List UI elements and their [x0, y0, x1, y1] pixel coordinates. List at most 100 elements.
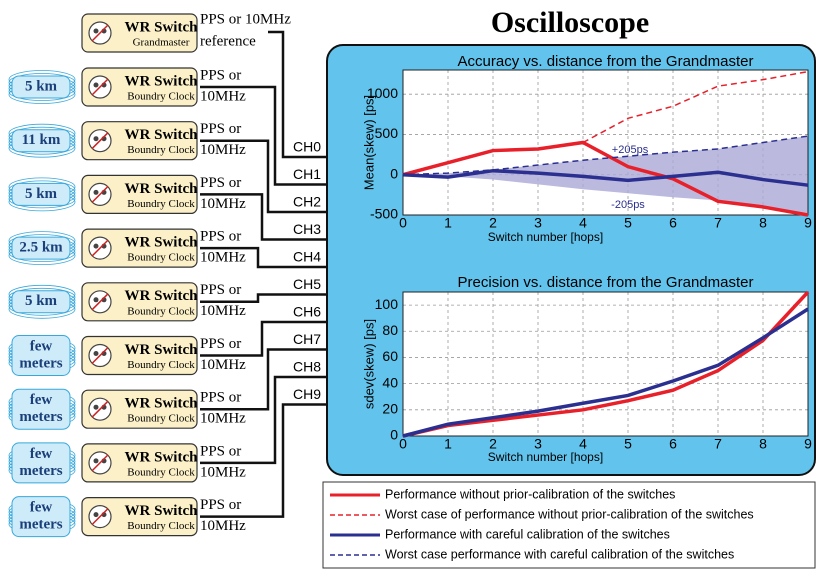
channel-label: CH8: [293, 359, 321, 375]
x-tick-label: 7: [714, 436, 722, 452]
y-tick-label: 40: [382, 374, 398, 390]
output-label: PPS or: [200, 175, 241, 191]
x-tick-label: 5: [624, 215, 632, 231]
x-tick-label: 4: [579, 436, 587, 452]
output-label: PPS or: [200, 497, 241, 513]
output-label: PPS or: [200, 229, 241, 245]
owl-eye: [94, 190, 99, 195]
owl-eye: [94, 83, 99, 88]
output-label: 10MHz: [200, 303, 246, 319]
channel-label: CH2: [293, 194, 321, 210]
switch-name: WR Switch: [125, 19, 199, 35]
switch-name: WR Switch: [125, 235, 199, 251]
x-axis-label: Switch number [hops]: [488, 450, 603, 464]
channel-label: CH7: [293, 331, 321, 347]
legend-label: Worst case of performance without prior-…: [385, 507, 754, 521]
output-label: 10MHz: [200, 142, 246, 158]
plot-area: [403, 292, 808, 436]
switch-role: Boundry Clock: [127, 91, 195, 103]
channel-label: CH4: [293, 249, 321, 265]
oscilloscope-title: Oscilloscope: [491, 6, 649, 39]
fiber-label: few: [30, 500, 53, 516]
output-label: 10MHz: [200, 250, 246, 266]
x-axis-label: Switch number [hops]: [488, 230, 603, 244]
channel-label: CH3: [293, 221, 321, 237]
fiber-label: few: [30, 392, 53, 408]
x-tick-label: 1: [444, 215, 452, 231]
output-label: reference: [200, 33, 256, 49]
x-tick-label: 3: [534, 215, 542, 231]
chart-title: Precision vs. distance from the Grandmas…: [458, 274, 754, 291]
channel-label: CH9: [293, 386, 321, 402]
y-tick-label: 500: [375, 125, 399, 141]
legend-label: Performance without prior-calibration of…: [385, 487, 675, 501]
x-tick-label: 5: [624, 436, 632, 452]
output-label: 10MHz: [200, 88, 246, 104]
switch-role: Boundry Clock: [127, 305, 195, 317]
fiber-label: 2.5 km: [19, 240, 63, 256]
switch-role: Boundry Clock: [127, 359, 195, 371]
y-tick-label: 20: [382, 401, 398, 417]
y-tick-label: 0: [390, 165, 398, 181]
fiber-label: 5 km: [25, 186, 58, 202]
switch-role: Boundry Clock: [127, 520, 195, 532]
owl-eye: [94, 244, 99, 249]
switch-name: WR Switch: [125, 288, 199, 304]
fiber-label: 5 km: [25, 293, 58, 309]
x-tick-label: 8: [759, 436, 767, 452]
switch-role: Boundry Clock: [127, 413, 195, 425]
x-tick-label: 7: [714, 215, 722, 231]
output-label: PPS or: [200, 121, 241, 137]
switch-name: WR Switch: [125, 342, 199, 358]
switch-role: Boundry Clock: [127, 252, 195, 264]
annotation: -205ps: [611, 199, 645, 211]
y-tick-label: -500: [370, 206, 398, 222]
output-label: 10MHz: [200, 196, 246, 212]
switch-name: WR Switch: [125, 396, 199, 412]
y-axis-label: Mean(skew) [ps]: [361, 95, 376, 190]
owl-eye: [94, 512, 99, 517]
channel-label: CH1: [293, 166, 321, 182]
output-label: PPS or: [200, 390, 241, 406]
switch-role: Grandmaster: [133, 37, 190, 49]
switch-name: WR Switch: [125, 503, 199, 519]
y-tick-label: 60: [382, 348, 398, 364]
output-label: PPS or 10MHz: [200, 11, 291, 27]
fiber-label: meters: [19, 355, 62, 371]
owl-eye: [94, 458, 99, 463]
legend-label: Performance with careful calibration of …: [385, 527, 670, 541]
fiber-label: 5 km: [25, 78, 58, 94]
owl-eye: [94, 405, 99, 410]
switch-name: WR Switch: [125, 181, 199, 197]
x-tick-label: 9: [804, 215, 812, 231]
x-tick-label: 6: [669, 436, 677, 452]
output-label: 10MHz: [200, 357, 246, 373]
switch-name: WR Switch: [125, 73, 199, 89]
channel-label: CH0: [293, 139, 321, 155]
output-label: PPS or: [200, 282, 241, 298]
owl-eye: [94, 351, 99, 356]
switch-name: WR Switch: [125, 449, 199, 465]
channel-label: CH6: [293, 304, 321, 320]
x-tick-label: 2: [489, 436, 497, 452]
output-label: 10MHz: [200, 411, 246, 427]
output-label: 10MHz: [200, 518, 246, 534]
x-tick-label: 0: [399, 436, 407, 452]
x-tick-label: 6: [669, 215, 677, 231]
x-tick-label: 8: [759, 215, 767, 231]
switch-role: Boundry Clock: [127, 144, 195, 156]
fiber-label: meters: [19, 409, 62, 425]
x-tick-label: 4: [579, 215, 587, 231]
owl-eye: [94, 297, 99, 302]
annotation: +205ps: [612, 144, 649, 156]
legend-label: Worst case performance with careful cali…: [385, 547, 734, 561]
x-tick-label: 3: [534, 436, 542, 452]
output-label: PPS or: [200, 336, 241, 352]
y-tick-label: 100: [375, 296, 399, 312]
y-axis-label: sdev(skew) [ps]: [361, 319, 376, 409]
x-tick-label: 9: [804, 436, 812, 452]
fiber-label: few: [30, 338, 53, 354]
output-label: 10MHz: [200, 464, 246, 480]
figure: Oscilloscope WR Switch Grandmaster PPS or …: [0, 0, 822, 577]
owl-eye: [94, 29, 99, 34]
